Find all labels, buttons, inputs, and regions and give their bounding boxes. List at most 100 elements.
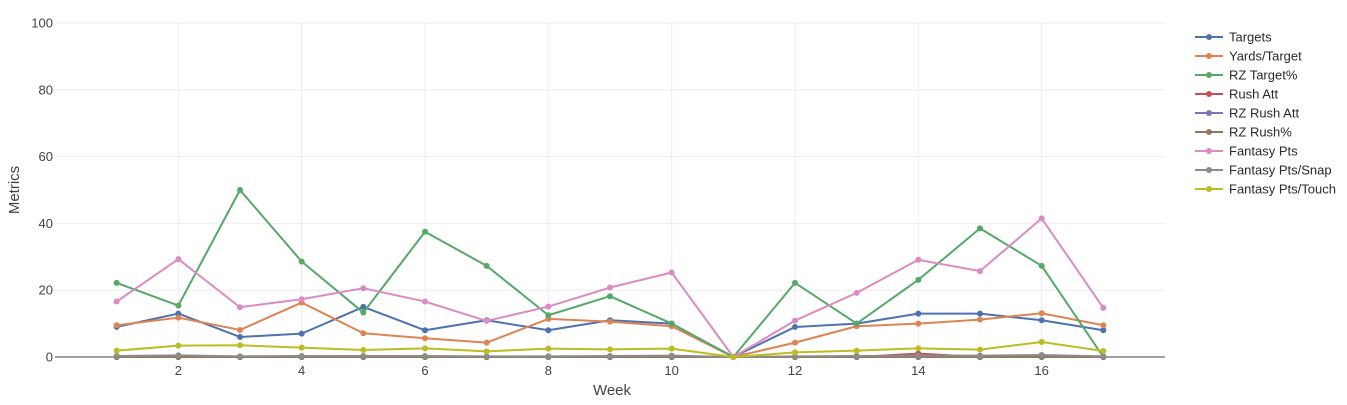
data-point[interactable]	[1038, 317, 1045, 324]
data-point[interactable]	[113, 298, 120, 305]
data-point[interactable]	[175, 314, 182, 321]
data-point[interactable]	[113, 279, 120, 286]
data-point[interactable]	[977, 346, 983, 353]
data-point[interactable]	[668, 345, 675, 352]
legend-item[interactable]: RZ Target%	[1195, 68, 1298, 83]
data-point[interactable]	[1100, 327, 1107, 334]
data-point[interactable]	[483, 339, 490, 346]
data-point[interactable]	[607, 284, 613, 291]
data-point[interactable]	[237, 187, 243, 193]
data-point[interactable]	[1038, 338, 1045, 345]
data-point[interactable]	[113, 352, 120, 359]
data-point[interactable]	[360, 303, 367, 310]
data-point[interactable]	[792, 349, 798, 356]
data-point[interactable]	[175, 352, 182, 359]
data-point[interactable]	[483, 317, 490, 324]
legend-item[interactable]: Yards/Target	[1195, 49, 1302, 64]
data-point[interactable]	[175, 302, 182, 309]
y-tick-label: 100	[31, 16, 53, 31]
data-point[interactable]	[545, 353, 552, 360]
data-point[interactable]	[298, 330, 305, 337]
data-point[interactable]	[422, 345, 428, 352]
data-point[interactable]	[977, 268, 983, 275]
data-point[interactable]	[422, 298, 428, 305]
data-point[interactable]	[915, 256, 922, 263]
legend-item[interactable]: Fantasy Pts/Snap	[1195, 163, 1332, 178]
data-point[interactable]	[915, 276, 922, 283]
data-point[interactable]	[607, 293, 613, 300]
data-point[interactable]	[792, 317, 798, 324]
data-point[interactable]	[483, 348, 490, 355]
data-point[interactable]	[792, 279, 798, 286]
data-point[interactable]	[113, 347, 120, 354]
data-point[interactable]	[668, 320, 675, 327]
legend-item[interactable]: Rush Att	[1195, 87, 1279, 102]
legend-item[interactable]: RZ Rush Att	[1195, 106, 1299, 121]
data-point[interactable]	[360, 352, 367, 359]
data-point[interactable]	[915, 320, 922, 327]
data-point[interactable]	[1100, 347, 1107, 354]
data-point[interactable]	[360, 309, 367, 316]
data-point[interactable]	[853, 347, 860, 354]
data-point[interactable]	[298, 352, 305, 359]
data-point[interactable]	[1038, 215, 1045, 222]
data-point[interactable]	[977, 225, 983, 232]
data-point[interactable]	[1038, 351, 1045, 358]
data-point[interactable]	[853, 320, 860, 327]
data-point[interactable]	[237, 304, 243, 311]
data-point[interactable]	[792, 323, 798, 330]
data-point[interactable]	[483, 353, 490, 360]
data-point[interactable]	[607, 352, 613, 359]
data-point[interactable]	[237, 333, 243, 340]
data-point[interactable]	[853, 352, 860, 359]
data-point[interactable]	[915, 310, 922, 317]
legend[interactable]: Targets Yards/Target RZ Target% Rush Att RZ …	[1195, 30, 1336, 197]
data-point[interactable]	[298, 296, 305, 303]
data-point[interactable]	[360, 285, 367, 292]
data-point[interactable]	[668, 269, 675, 276]
data-point[interactable]	[422, 327, 428, 334]
data-point[interactable]	[730, 354, 737, 360]
data-point[interactable]	[915, 345, 922, 352]
y-tick-label: 80	[39, 82, 53, 97]
data-point[interactable]	[853, 289, 860, 296]
data-point[interactable]	[175, 256, 182, 263]
data-point[interactable]	[977, 352, 983, 359]
data-point[interactable]	[422, 352, 428, 359]
data-point[interactable]	[422, 335, 428, 342]
data-point[interactable]	[545, 345, 552, 352]
data-point[interactable]	[360, 330, 367, 337]
data-point[interactable]	[792, 339, 798, 346]
legend-item[interactable]: RZ Rush%	[1195, 125, 1292, 140]
data-point[interactable]	[1100, 304, 1107, 311]
data-point[interactable]	[1100, 353, 1107, 360]
data-point[interactable]	[113, 322, 120, 329]
data-point[interactable]	[422, 228, 428, 235]
data-point[interactable]	[1100, 322, 1107, 329]
data-point[interactable]	[545, 303, 552, 310]
data-point[interactable]	[545, 312, 552, 319]
data-point[interactable]	[237, 326, 243, 333]
data-point[interactable]	[545, 327, 552, 334]
y-tick-label: 60	[39, 149, 53, 164]
data-point[interactable]	[1038, 262, 1045, 269]
legend-swatch-marker	[1206, 129, 1212, 135]
data-point[interactable]	[483, 262, 490, 269]
legend-item[interactable]: Fantasy Pts/Touch	[1195, 182, 1336, 197]
data-point[interactable]	[175, 342, 182, 349]
data-point[interactable]	[977, 316, 983, 323]
data-point[interactable]	[1038, 310, 1045, 317]
data-point[interactable]	[298, 258, 305, 265]
data-point[interactable]	[668, 352, 675, 359]
legend-item[interactable]: Fantasy Pts	[1195, 144, 1298, 159]
legend-item[interactable]: Targets	[1195, 30, 1272, 45]
data-point[interactable]	[607, 346, 613, 353]
data-point[interactable]	[977, 310, 983, 317]
data-point[interactable]	[237, 353, 243, 360]
data-point[interactable]	[298, 344, 305, 351]
data-point[interactable]	[360, 346, 367, 353]
data-point[interactable]	[237, 342, 243, 349]
data-point[interactable]	[915, 352, 922, 359]
legend-label: RZ Rush Att	[1229, 106, 1299, 121]
data-point[interactable]	[607, 318, 613, 325]
